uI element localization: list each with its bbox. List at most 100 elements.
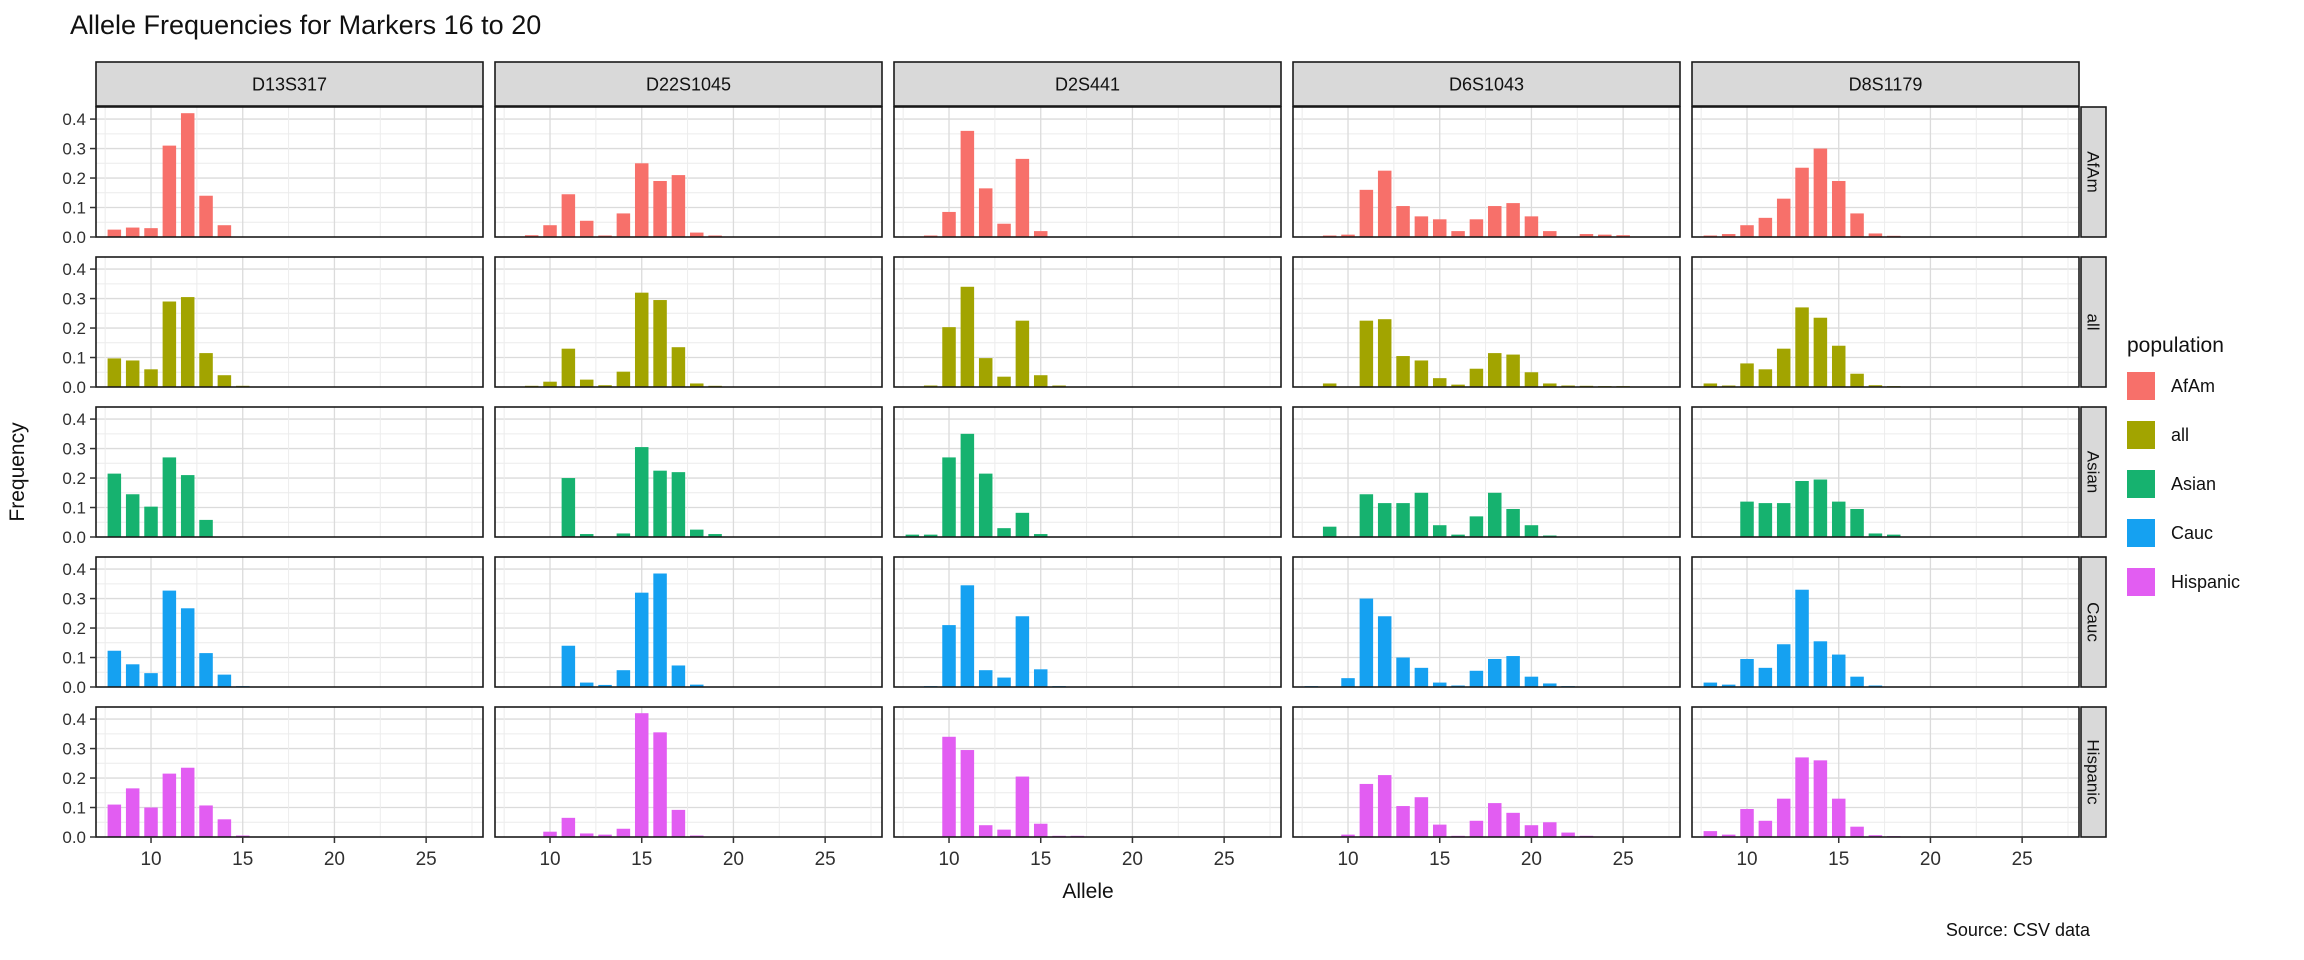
bar xyxy=(107,473,122,537)
facet-row-label-Hispanic: Hispanic xyxy=(2084,739,2103,805)
y-tick-label: 0.3 xyxy=(62,290,86,309)
bar xyxy=(1469,219,1484,237)
bar xyxy=(1506,812,1520,837)
y-tick-label: 0.4 xyxy=(62,260,86,279)
y-tick-label: 0.4 xyxy=(62,560,86,579)
bar xyxy=(1721,234,1736,237)
bar xyxy=(671,175,686,237)
bar xyxy=(708,534,722,537)
x-tick-label: 15 xyxy=(232,849,253,870)
facet-row-strip-all xyxy=(2080,256,2107,388)
bar xyxy=(616,371,631,387)
bar xyxy=(671,665,686,687)
panel-D8S1179-Hispanic xyxy=(1691,706,2080,838)
bar xyxy=(180,608,195,687)
legend-items: AfAm all Asian Cauc Hispanic xyxy=(2127,372,2240,596)
x-tick-label: 20 xyxy=(1920,849,1941,870)
bar xyxy=(1322,383,1337,387)
x-tick-label: 10 xyxy=(539,849,560,870)
bar xyxy=(1524,525,1539,537)
bar xyxy=(1377,170,1392,237)
bar xyxy=(162,773,177,837)
bar xyxy=(162,590,177,687)
legend-label: Asian xyxy=(2171,473,2217,494)
y-tick-label: 0.4 xyxy=(62,410,86,429)
bar xyxy=(1758,667,1773,687)
bar xyxy=(997,376,1011,387)
bar xyxy=(942,457,956,537)
bar xyxy=(1543,231,1557,237)
bar xyxy=(1868,835,1883,837)
bar xyxy=(1396,657,1410,687)
bar xyxy=(1451,384,1465,387)
panel-D8S1179-all xyxy=(1691,256,2080,388)
facet-row-strip-AfAm xyxy=(2080,106,2107,238)
bar xyxy=(1488,803,1502,837)
bar xyxy=(960,433,975,537)
bar xyxy=(217,674,232,687)
bar xyxy=(1469,820,1484,837)
bar xyxy=(1776,348,1791,387)
x-tick-label: 10 xyxy=(1736,849,1757,870)
bar xyxy=(1795,589,1809,687)
bar xyxy=(1850,676,1864,687)
bar xyxy=(1488,658,1502,687)
legend-item-Hispanic: Hispanic xyxy=(2127,568,2240,596)
bar xyxy=(1616,235,1630,237)
legend-swatch-Hispanic xyxy=(2127,568,2155,596)
bar xyxy=(1850,826,1864,837)
bar xyxy=(1506,354,1520,387)
x-tick-label: 15 xyxy=(1030,849,1051,870)
bar xyxy=(1524,825,1539,837)
x-tick-label: 25 xyxy=(815,849,836,870)
bar xyxy=(978,670,993,687)
y-tick-label: 0.1 xyxy=(62,499,86,518)
bar xyxy=(1524,216,1539,237)
bar xyxy=(598,834,612,837)
panel-D6S1043-AfAm xyxy=(1292,106,1681,238)
legend-item-all: all xyxy=(2127,421,2240,449)
bar xyxy=(1524,372,1539,387)
bar xyxy=(634,447,649,537)
legend-label: Hispanic xyxy=(2171,571,2241,592)
panel-D2S441-Asian xyxy=(893,406,1282,538)
bar xyxy=(905,534,920,537)
bar xyxy=(616,213,631,237)
bar xyxy=(1524,676,1539,687)
bar xyxy=(107,229,122,237)
bar xyxy=(1015,158,1030,237)
x-tick-label: 25 xyxy=(1214,849,1235,870)
bar xyxy=(598,684,612,687)
y-tick-label: 0.3 xyxy=(62,440,86,459)
bar xyxy=(1432,378,1447,387)
bar xyxy=(561,817,576,837)
bar xyxy=(1740,501,1754,537)
bar xyxy=(579,682,594,687)
bar xyxy=(1414,492,1429,537)
panel-D2S441-all xyxy=(893,256,1282,388)
panel-D6S1043-Cauc xyxy=(1292,556,1681,688)
bar xyxy=(1359,189,1374,237)
bar xyxy=(1813,760,1828,837)
y-tick-label: 0.1 xyxy=(62,199,86,218)
y-tick-label: 0.1 xyxy=(62,649,86,668)
bar xyxy=(1469,368,1484,387)
bar xyxy=(978,825,993,837)
legend-item-Asian: Asian xyxy=(2127,470,2240,498)
legend-item-AfAm: AfAm xyxy=(2127,372,2240,400)
bar xyxy=(1758,369,1773,387)
bar xyxy=(942,736,956,837)
bar xyxy=(199,353,213,387)
bar xyxy=(125,494,140,537)
bar xyxy=(1776,503,1791,537)
facet-col-strip-D13S317 xyxy=(95,61,484,107)
x-tick-label: 15 xyxy=(1429,849,1450,870)
bar xyxy=(634,163,649,237)
bar xyxy=(1015,320,1030,387)
bar xyxy=(199,195,213,237)
bar xyxy=(1868,385,1883,387)
y-tick-label: 0.2 xyxy=(62,169,86,188)
bar xyxy=(1414,360,1429,387)
panel-D6S1043-all xyxy=(1292,256,1681,388)
